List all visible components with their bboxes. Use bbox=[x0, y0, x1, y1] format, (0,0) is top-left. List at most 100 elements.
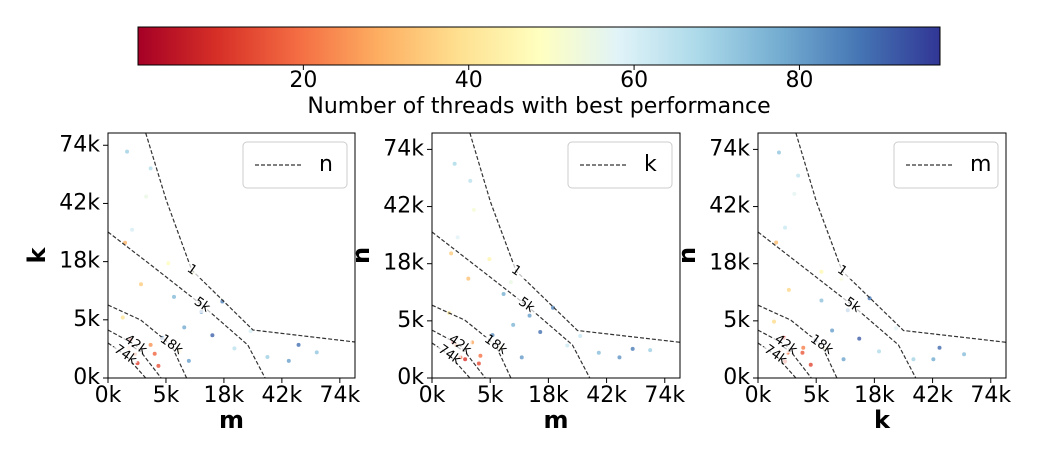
x-tick-label: 42k bbox=[586, 383, 627, 408]
y-tick-label: 0k bbox=[73, 365, 100, 390]
contour-label-bg bbox=[483, 336, 508, 353]
point bbox=[538, 329, 543, 334]
colorbar-label: Number of threads with best performance bbox=[307, 94, 770, 119]
point bbox=[463, 357, 468, 362]
x-tick-label: 74k bbox=[644, 383, 685, 408]
point bbox=[596, 350, 601, 355]
point bbox=[578, 333, 583, 338]
point bbox=[232, 346, 237, 351]
point bbox=[455, 235, 460, 240]
contour-label-bg bbox=[179, 261, 204, 278]
colorbar-tick-label: 80 bbox=[785, 68, 813, 93]
point bbox=[156, 363, 161, 368]
contour-label: 18k bbox=[157, 332, 186, 358]
point bbox=[508, 280, 513, 285]
y-tick-label: 0k bbox=[397, 365, 424, 390]
contour-label-bg bbox=[763, 346, 788, 363]
point bbox=[476, 361, 481, 366]
point bbox=[772, 319, 777, 324]
colorbar-tick-label: 40 bbox=[455, 68, 483, 93]
point bbox=[617, 355, 622, 360]
point bbox=[148, 342, 153, 347]
point bbox=[800, 350, 805, 355]
point bbox=[166, 261, 171, 266]
point bbox=[630, 346, 635, 351]
y-tick-label: 42k bbox=[59, 190, 100, 215]
point bbox=[857, 336, 862, 341]
y-tick-label: 18k bbox=[59, 249, 100, 274]
point bbox=[478, 353, 483, 358]
point bbox=[796, 173, 801, 178]
x-tick-label: 0k bbox=[95, 383, 122, 408]
point bbox=[962, 352, 967, 357]
point bbox=[774, 240, 779, 245]
point bbox=[877, 349, 882, 354]
y-tick-label: 42k bbox=[709, 194, 750, 219]
point bbox=[172, 294, 177, 299]
y-tick-label: 74k bbox=[709, 136, 750, 161]
x-tick-label: 18k bbox=[528, 383, 569, 408]
contour-label-bg bbox=[809, 336, 834, 353]
point bbox=[210, 333, 215, 338]
point bbox=[911, 357, 916, 362]
point bbox=[776, 150, 781, 155]
x-tick-label: 5k bbox=[477, 383, 504, 408]
x-tick-label: 74k bbox=[319, 383, 360, 408]
x-tick-label: 5k bbox=[153, 383, 180, 408]
colorbar-tick-label: 60 bbox=[620, 68, 648, 93]
point bbox=[830, 328, 835, 333]
contour-label-bg bbox=[840, 297, 865, 314]
point bbox=[130, 227, 135, 232]
x-axis-label: m bbox=[219, 406, 244, 434]
contour-label-bg bbox=[437, 346, 462, 363]
point bbox=[286, 358, 291, 363]
point bbox=[937, 345, 942, 350]
point bbox=[314, 350, 319, 355]
point bbox=[449, 251, 454, 256]
point bbox=[931, 357, 936, 362]
x-tick-label: 42k bbox=[912, 383, 953, 408]
y-axis-label: n bbox=[347, 247, 375, 264]
point bbox=[801, 345, 806, 350]
colorbar-tick-label: 20 bbox=[289, 68, 317, 93]
contour-line bbox=[757, 231, 917, 379]
point bbox=[808, 362, 813, 367]
y-tick-label: 5k bbox=[397, 308, 424, 333]
contour-label: 18k bbox=[807, 332, 836, 358]
x-tick-label: 18k bbox=[204, 383, 245, 408]
point bbox=[265, 355, 270, 360]
y-tick-label: 74k bbox=[383, 136, 424, 161]
contour-label-bg bbox=[504, 263, 529, 280]
contour-label-bg bbox=[830, 263, 855, 280]
y-tick-label: 74k bbox=[59, 132, 100, 157]
x-axis-label: k bbox=[874, 406, 891, 434]
legend-label: n bbox=[319, 152, 333, 177]
point bbox=[452, 161, 457, 166]
x-tick-label: 18k bbox=[854, 383, 895, 408]
legend-label: m bbox=[970, 152, 991, 177]
point bbox=[819, 298, 824, 303]
y-tick-label: 5k bbox=[723, 308, 750, 333]
colorbar bbox=[137, 26, 941, 66]
point bbox=[152, 351, 157, 356]
x-tick-label: 5k bbox=[803, 383, 830, 408]
x-tick-label: 0k bbox=[745, 383, 772, 408]
contour-label-bg bbox=[514, 297, 539, 314]
contour-label: 18k bbox=[481, 332, 510, 358]
point bbox=[144, 194, 149, 199]
contour-label-bg bbox=[113, 347, 138, 364]
y-tick-label: 18k bbox=[709, 251, 750, 276]
y-tick-label: 5k bbox=[73, 307, 100, 332]
y-tick-label: 18k bbox=[383, 251, 424, 276]
point bbox=[511, 322, 516, 327]
contour-line bbox=[431, 304, 512, 379]
point bbox=[527, 313, 532, 318]
legend-label: k bbox=[644, 152, 657, 177]
x-axis-label: m bbox=[543, 406, 568, 434]
point bbox=[120, 315, 125, 320]
contour-label-bg bbox=[189, 296, 214, 313]
point bbox=[139, 282, 144, 287]
